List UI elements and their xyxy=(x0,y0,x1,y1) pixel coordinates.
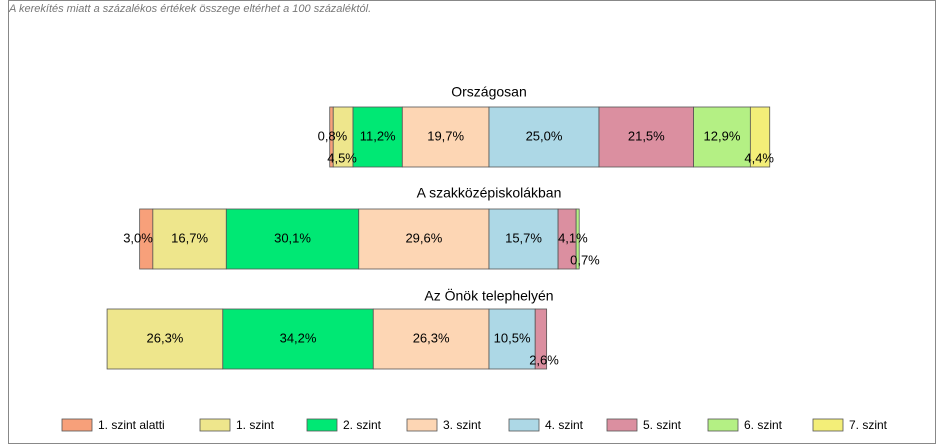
bar-segment xyxy=(225,208,360,270)
value-label: 12,9% xyxy=(704,128,741,143)
value-label: 25,0% xyxy=(526,128,563,143)
bar-segment xyxy=(598,106,694,168)
legend-label: 1. szint alatti xyxy=(98,418,165,432)
bar-segment xyxy=(106,308,224,370)
bar-title: Az Önök telephelyén xyxy=(424,287,553,304)
bar-segment xyxy=(749,106,771,168)
value-label: 19,7% xyxy=(427,128,464,143)
value-label: 26,3% xyxy=(413,330,450,345)
legend-label: 2. szint xyxy=(343,418,382,432)
bar-segment xyxy=(488,308,536,370)
value-label: 0,8% xyxy=(318,128,348,143)
value-label: 29,6% xyxy=(405,230,442,245)
value-label: 4,1% xyxy=(558,230,588,245)
bar-segment xyxy=(222,308,374,370)
legend-swatch xyxy=(606,418,638,432)
value-label: 0,7% xyxy=(570,252,600,267)
value-label: 26,3% xyxy=(147,330,184,345)
legend-swatch xyxy=(812,418,844,432)
bar-segment xyxy=(534,308,548,370)
value-label: 11,2% xyxy=(360,128,396,143)
value-label: 4,4% xyxy=(744,150,774,165)
legend-swatch xyxy=(406,418,438,432)
value-label: 3,0% xyxy=(123,230,153,245)
legend-swatch xyxy=(508,418,540,432)
bar-segment xyxy=(152,208,227,270)
bar-segment xyxy=(352,106,403,168)
legend-label: 3. szint xyxy=(443,418,482,432)
value-label: 21,5% xyxy=(628,128,665,143)
value-label: 34,2% xyxy=(280,330,317,345)
legend-label: 6. szint xyxy=(744,418,783,432)
bar-title: A szakközépiskolákban xyxy=(417,185,562,201)
bar-segment xyxy=(488,208,559,270)
legend-swatch xyxy=(199,418,231,432)
bar-segment xyxy=(693,106,751,168)
legend-label: 7. szint xyxy=(849,418,888,432)
value-label: 30,1% xyxy=(274,230,311,245)
note: A kerekítés miatt a százalékos értékek ö… xyxy=(8,3,371,15)
legend-swatch xyxy=(306,418,338,432)
bar-segment xyxy=(575,208,580,270)
value-label: 15,7% xyxy=(505,230,542,245)
bar-title: Országosan xyxy=(451,84,526,100)
value-label: 4,5% xyxy=(327,150,357,165)
legend-swatch xyxy=(707,418,739,432)
legend-label: 4. szint xyxy=(545,418,584,432)
legend-label: 1. szint xyxy=(236,418,275,432)
value-label: 10,5% xyxy=(494,330,531,345)
value-label: 16,7% xyxy=(171,230,208,245)
legend-label: 5. szint xyxy=(643,418,682,432)
bar-segment xyxy=(358,208,490,270)
bar-segment xyxy=(372,308,490,370)
value-label: 2,6% xyxy=(529,352,559,367)
legend-swatch xyxy=(61,418,93,432)
